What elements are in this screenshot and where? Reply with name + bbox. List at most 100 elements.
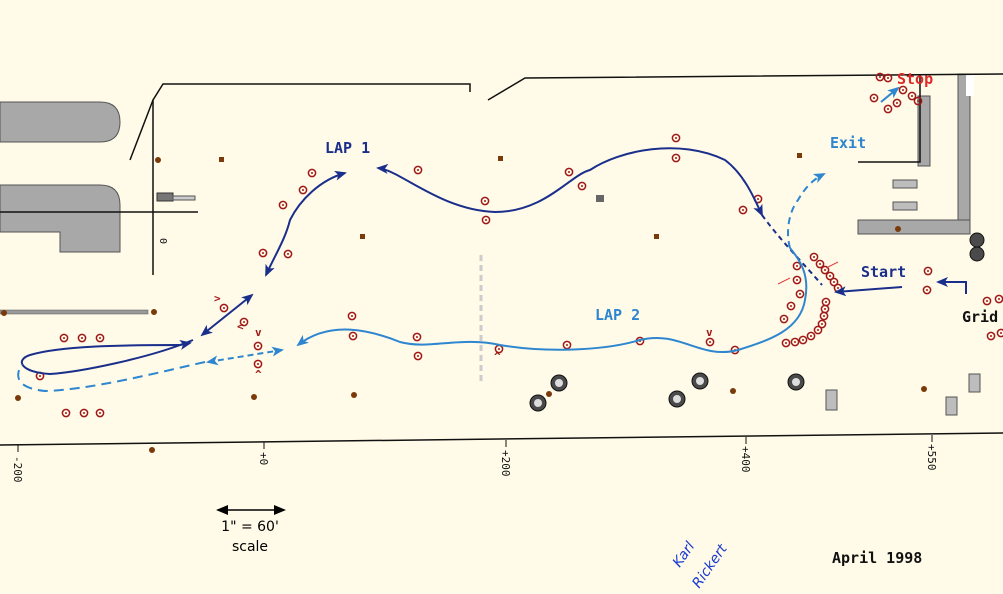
lap1-start-arrow (834, 286, 903, 297)
cone-center (887, 77, 889, 79)
lap1-left-sweeper (265, 170, 347, 277)
cone-center (257, 363, 259, 365)
cone (779, 314, 789, 324)
chevron-down: v (706, 326, 713, 339)
cone (781, 338, 791, 348)
ruler-label: +200 (499, 450, 512, 477)
lap2-slalom-return (206, 346, 284, 366)
cone-center (566, 344, 568, 346)
exit-label: Exit (830, 134, 866, 152)
chevron-up: ^ (255, 368, 262, 381)
cone-center (790, 305, 792, 307)
cone-center (581, 185, 583, 187)
cone-center (416, 336, 418, 338)
cone-center (302, 189, 304, 191)
lap2-course (17, 86, 900, 393)
cone-center (911, 95, 913, 97)
cone-center (837, 287, 839, 289)
cone (790, 337, 800, 347)
cone (348, 331, 358, 341)
cones (35, 72, 1003, 418)
lap2-exit-dashed (787, 173, 826, 249)
cone-center (39, 375, 41, 377)
cone-center (794, 341, 796, 343)
cone-center (99, 337, 101, 339)
cone (786, 301, 796, 311)
lap1-sweeper (376, 147, 763, 217)
lap1-loop (20, 339, 194, 376)
lap2-label: LAP 2 (595, 306, 640, 324)
cone (795, 289, 805, 299)
cone-center (351, 315, 353, 317)
cone-center (352, 335, 354, 337)
shed-1 (892, 179, 918, 189)
scale-zero-mark: 0 (157, 238, 168, 244)
cone-center (99, 412, 101, 414)
cone-center (785, 342, 787, 344)
cone-center (998, 298, 1000, 300)
exit-arrow (880, 86, 900, 103)
cone-center (825, 301, 827, 303)
cone (79, 408, 89, 418)
chevron-up: ^ (494, 350, 501, 363)
fence (0, 309, 149, 315)
cone-center (675, 157, 677, 159)
cone-center (799, 293, 801, 295)
cone-center (709, 341, 711, 343)
cone-center (833, 281, 835, 283)
upper-left-building (0, 101, 121, 143)
cone-center (802, 339, 804, 341)
turn-markers (777, 261, 839, 285)
cone-center (65, 412, 67, 414)
cone-center (823, 315, 825, 317)
cone (982, 296, 992, 306)
cone (95, 333, 105, 343)
cone-center (813, 256, 815, 258)
cone-center (311, 172, 313, 174)
cone-center (83, 412, 85, 414)
lap1-slalom-return (200, 293, 254, 337)
start-label: Start (861, 263, 906, 281)
cone (806, 331, 816, 341)
cone-center (821, 323, 823, 325)
cone (817, 319, 827, 329)
cone (907, 91, 917, 101)
white-post (966, 74, 974, 96)
ruler (17, 435, 933, 452)
cone (792, 275, 802, 285)
cone-center (417, 355, 419, 357)
cone-center (986, 300, 988, 302)
cone (61, 408, 71, 418)
grid-label: Grid (962, 308, 998, 326)
right-horizontal-road (857, 219, 971, 235)
cone-center (824, 269, 826, 271)
cone-center (287, 253, 289, 255)
stop-area-wall (917, 95, 931, 167)
grid-arrow (936, 277, 967, 294)
cone-center (990, 335, 992, 337)
cone-center (810, 335, 812, 337)
cone-center (223, 307, 225, 309)
cone (792, 261, 802, 271)
cone (892, 98, 902, 108)
cone (996, 328, 1003, 338)
cone-center (829, 275, 831, 277)
brown-markers (1, 153, 927, 453)
ruler-label: +400 (739, 446, 752, 473)
cone (413, 351, 423, 361)
chevron-right: > (214, 292, 221, 305)
scale-ratio: 1" = 60' (221, 519, 279, 535)
shed-4 (945, 396, 958, 416)
cone-center (824, 308, 826, 310)
cone (869, 93, 879, 103)
cone-center (879, 76, 881, 78)
stop-label: Stop (897, 70, 933, 88)
cone (705, 337, 715, 347)
lap1-course (20, 147, 903, 376)
cone (347, 311, 357, 321)
ruler-label: +0 (257, 452, 270, 465)
cone (671, 153, 681, 163)
cone-center (417, 169, 419, 171)
cone (412, 332, 422, 342)
cone-center (873, 97, 875, 99)
